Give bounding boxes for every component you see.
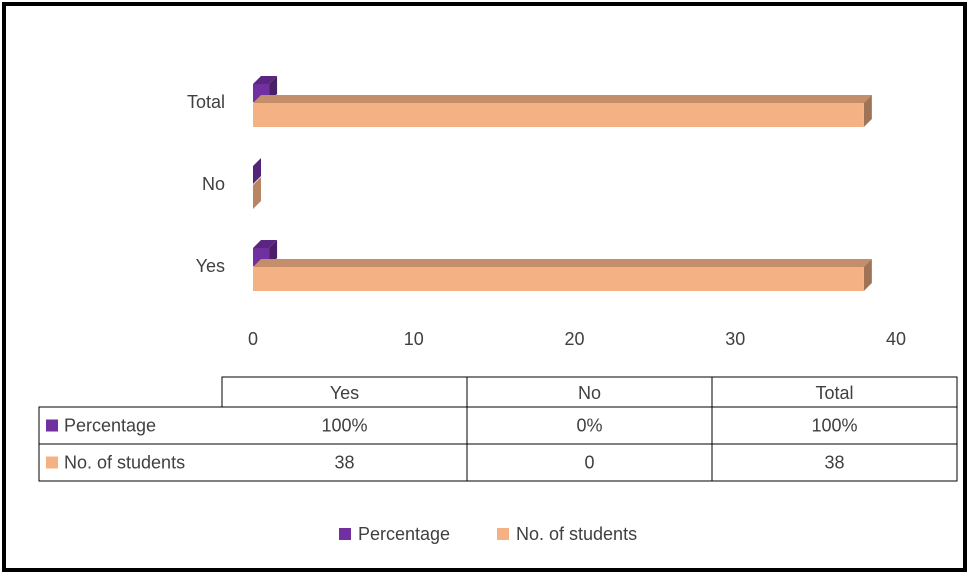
x-tick-label-0: 0	[248, 329, 258, 349]
bar-no-of-students-total-side	[863, 95, 872, 127]
category-label-total: Total	[187, 92, 225, 112]
data-table-header-yes: Yes	[330, 383, 359, 403]
data-table-cell-percentage-yes: 100%	[321, 416, 367, 436]
bar-percentage-no	[253, 158, 261, 184]
bar-no-of-students-yes-top	[253, 259, 872, 267]
legend-label-no-of-students: No. of students	[516, 524, 637, 544]
bar-no-of-students-yes-side	[863, 259, 872, 291]
data-table-header-total: Total	[815, 383, 853, 403]
bar-no-of-students-no	[253, 177, 261, 209]
bar-no-of-students-total-top	[253, 95, 872, 103]
data-table-row-label-no-of-students: No. of students	[64, 453, 185, 473]
data-table-header-no: No	[578, 383, 601, 403]
bar-no-of-students-yes	[253, 267, 864, 291]
bar-no-of-students-total	[253, 103, 864, 127]
data-table-key-no-of-students	[46, 456, 58, 469]
category-label-yes: Yes	[196, 256, 225, 276]
x-tick-label-20: 20	[564, 329, 584, 349]
x-tick-label-40: 40	[886, 329, 906, 349]
data-table-cell-no-of-students-no: 0	[584, 453, 594, 473]
bar-percentage-yes-top	[253, 240, 278, 248]
data-table-cell-percentage-no: 0%	[576, 416, 602, 436]
legend-key-percentage	[339, 528, 351, 540]
data-table-cell-no-of-students-total: 38	[824, 453, 844, 473]
data-table-cell-percentage-total: 100%	[811, 416, 857, 436]
data-table-cell-no-of-students-yes: 38	[334, 453, 354, 473]
legend-label-percentage: Percentage	[358, 524, 450, 544]
data-table-key-percentage	[46, 419, 58, 432]
category-label-no: No	[202, 174, 225, 194]
x-tick-label-10: 10	[404, 329, 424, 349]
x-tick-label-30: 30	[725, 329, 745, 349]
data-table-row-label-percentage: Percentage	[64, 416, 156, 436]
bar-percentage-total-top	[253, 76, 278, 84]
legend-key-no-of-students	[497, 528, 509, 540]
